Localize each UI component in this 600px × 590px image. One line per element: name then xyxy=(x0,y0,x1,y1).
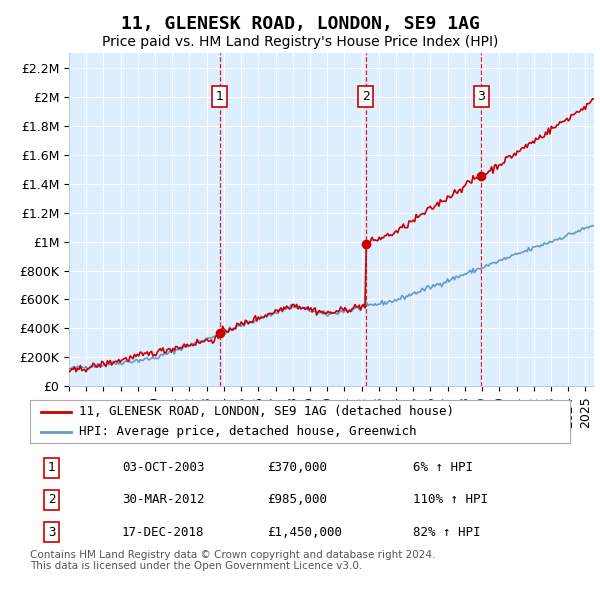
Text: 1: 1 xyxy=(215,90,224,103)
Text: 3: 3 xyxy=(48,526,55,539)
Text: 2: 2 xyxy=(362,90,370,103)
Text: 30-MAR-2012: 30-MAR-2012 xyxy=(122,493,204,506)
Text: 2: 2 xyxy=(48,493,55,506)
Text: £1,450,000: £1,450,000 xyxy=(268,526,343,539)
Text: 11, GLENESK ROAD, LONDON, SE9 1AG (detached house): 11, GLENESK ROAD, LONDON, SE9 1AG (detac… xyxy=(79,405,454,418)
Text: 17-DEC-2018: 17-DEC-2018 xyxy=(122,526,204,539)
Text: 3: 3 xyxy=(478,90,485,103)
Text: £370,000: £370,000 xyxy=(268,461,328,474)
Text: HPI: Average price, detached house, Greenwich: HPI: Average price, detached house, Gree… xyxy=(79,425,416,438)
Text: 6% ↑ HPI: 6% ↑ HPI xyxy=(413,461,473,474)
Text: Price paid vs. HM Land Registry's House Price Index (HPI): Price paid vs. HM Land Registry's House … xyxy=(102,35,498,50)
Text: 110% ↑ HPI: 110% ↑ HPI xyxy=(413,493,488,506)
Text: Contains HM Land Registry data © Crown copyright and database right 2024.
This d: Contains HM Land Registry data © Crown c… xyxy=(30,550,436,572)
Text: 82% ↑ HPI: 82% ↑ HPI xyxy=(413,526,481,539)
Text: 03-OCT-2003: 03-OCT-2003 xyxy=(122,461,204,474)
Text: 11, GLENESK ROAD, LONDON, SE9 1AG: 11, GLENESK ROAD, LONDON, SE9 1AG xyxy=(121,15,479,33)
Text: £985,000: £985,000 xyxy=(268,493,328,506)
Text: 1: 1 xyxy=(48,461,55,474)
